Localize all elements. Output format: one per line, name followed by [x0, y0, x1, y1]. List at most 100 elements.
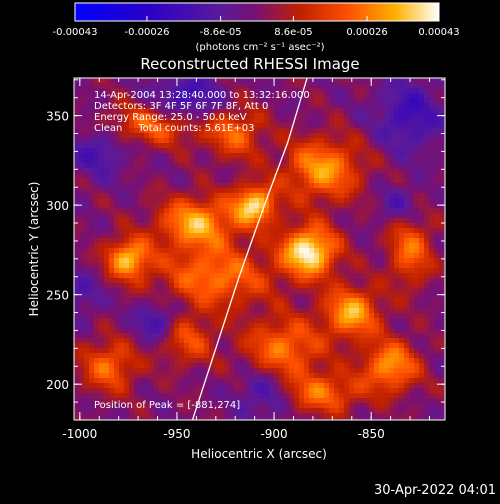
heatmap-cell: [384, 418, 390, 424]
heatmap-cell: [214, 308, 220, 314]
heatmap-cell: [344, 263, 350, 269]
heatmap-cell: [129, 253, 135, 259]
heatmap-cell: [234, 373, 240, 379]
heatmap-cell: [324, 248, 330, 254]
heatmap-cell: [259, 308, 265, 314]
heatmap-cell: [144, 158, 150, 164]
heatmap-cell: [424, 373, 430, 379]
heatmap-cell: [139, 213, 145, 219]
heatmap-cell: [179, 348, 185, 354]
heatmap-cell: [379, 133, 385, 139]
heatmap-cell: [394, 398, 400, 404]
heatmap-cell: [104, 213, 110, 219]
heatmap-cell: [254, 323, 260, 329]
heatmap-cell: [229, 198, 235, 204]
heatmap-cell: [324, 98, 330, 104]
heatmap-cell: [394, 373, 400, 379]
heatmap-cell: [134, 173, 140, 179]
heatmap-cell: [244, 333, 250, 339]
heatmap-cell: [299, 413, 305, 419]
heatmap-cell: [104, 253, 110, 259]
heatmap-cell: [224, 218, 230, 224]
heatmap-cell: [299, 278, 305, 284]
heatmap-cell: [209, 278, 215, 284]
heatmap-cell: [79, 348, 85, 354]
heatmap-cell: [74, 268, 80, 274]
heatmap-cell: [144, 348, 150, 354]
heatmap-cell: [194, 298, 200, 304]
heatmap-cell: [259, 323, 265, 329]
heatmap-cell: [219, 233, 225, 239]
heatmap-cell: [124, 328, 130, 334]
heatmap-cell: [194, 233, 200, 239]
heatmap-cell: [369, 243, 375, 249]
heatmap-cell: [409, 188, 415, 194]
heatmap-cell: [379, 263, 385, 269]
heatmap-cell: [249, 408, 255, 414]
heatmap-cell: [369, 298, 375, 304]
heatmap-cell: [84, 403, 90, 409]
heatmap-cell: [189, 183, 195, 189]
heatmap-cell: [364, 208, 370, 214]
heatmap-cell: [379, 348, 385, 354]
heatmap-cell: [304, 188, 310, 194]
heatmap-cell: [174, 218, 180, 224]
heatmap-cell: [184, 78, 190, 84]
heatmap-cell: [124, 338, 130, 344]
heatmap-cell: [379, 358, 385, 364]
heatmap-cell: [94, 288, 100, 294]
heatmap-cell: [99, 298, 105, 304]
heatmap-cell: [104, 158, 110, 164]
heatmap-cell: [154, 153, 160, 159]
heatmap-cell: [79, 343, 85, 349]
heatmap-cell: [354, 263, 360, 269]
heatmap-cell: [384, 378, 390, 384]
heatmap-cell: [279, 348, 285, 354]
heatmap-cell: [219, 168, 225, 174]
heatmap-cell: [84, 338, 90, 344]
heatmap-cell: [169, 258, 175, 264]
heatmap-cell: [284, 343, 290, 349]
heatmap-cell: [289, 268, 295, 274]
heatmap-cell: [99, 243, 105, 249]
heatmap-cell: [309, 273, 315, 279]
heatmap-cell: [179, 363, 185, 369]
heatmap-cell: [224, 288, 230, 294]
heatmap-cell: [194, 238, 200, 244]
heatmap-cell: [414, 358, 420, 364]
heatmap-cell: [174, 223, 180, 229]
heatmap-cell: [189, 388, 195, 394]
heatmap-cell: [209, 273, 215, 279]
heatmap-cell: [94, 228, 100, 234]
heatmap-cell: [224, 223, 230, 229]
heatmap-cell: [169, 173, 175, 179]
heatmap-cell: [99, 388, 105, 394]
heatmap-cell: [299, 323, 305, 329]
heatmap-cell: [224, 418, 230, 424]
heatmap-cell: [349, 253, 355, 259]
heatmap-cell: [374, 253, 380, 259]
heatmap-cell: [279, 333, 285, 339]
heatmap-cell: [424, 358, 430, 364]
heatmap-cell: [329, 78, 335, 84]
heatmap-cell: [74, 188, 80, 194]
heatmap-cell: [174, 253, 180, 259]
heatmap-cell: [164, 418, 170, 424]
heatmap-cell: [414, 113, 420, 119]
heatmap-cell: [209, 243, 215, 249]
heatmap-cell: [154, 198, 160, 204]
heatmap-cell: [289, 163, 295, 169]
heatmap-cell: [259, 258, 265, 264]
heatmap-cell: [179, 148, 185, 154]
heatmap-cell: [154, 268, 160, 274]
heatmap-cell: [79, 313, 85, 319]
heatmap-cell: [99, 203, 105, 209]
heatmap-cell: [339, 173, 345, 179]
heatmap-cell: [239, 353, 245, 359]
heatmap-cell: [179, 233, 185, 239]
heatmap-cell: [369, 278, 375, 284]
heatmap-cell: [214, 303, 220, 309]
heatmap-cell: [264, 253, 270, 259]
heatmap-cell: [119, 83, 125, 89]
heatmap-cell: [179, 243, 185, 249]
